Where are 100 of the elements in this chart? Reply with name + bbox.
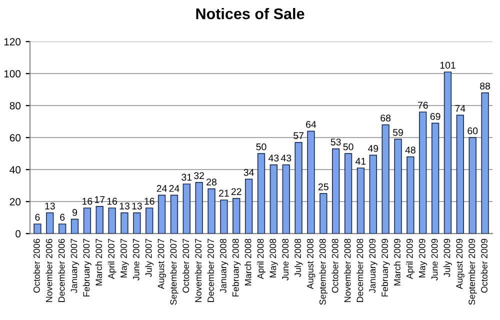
- bar: [344, 153, 352, 234]
- x-tick-label: September 2008: [319, 238, 328, 305]
- data-label: 76: [418, 102, 428, 109]
- data-label: 69: [430, 113, 440, 120]
- data-label: 50: [343, 143, 354, 150]
- data-label: 41: [356, 158, 366, 165]
- data-label: 88: [480, 82, 490, 90]
- y-tick-label: 60: [10, 134, 21, 142]
- data-label: 13: [45, 202, 55, 210]
- bar: [195, 182, 203, 234]
- bar: [208, 188, 216, 234]
- data-label: 32: [194, 172, 204, 180]
- bar: [481, 92, 489, 234]
- bar: [46, 212, 54, 234]
- data-label: 50: [256, 143, 266, 150]
- x-tick-label: October 2006: [33, 238, 40, 293]
- x-tick-label: October 2007: [182, 238, 190, 293]
- bar: [394, 138, 402, 234]
- bar: [419, 112, 427, 234]
- x-tick-label: October 2008: [332, 238, 338, 293]
- bar: [382, 124, 390, 234]
- x-tick-label: May 2007: [120, 238, 129, 278]
- y-tick-label: 120: [4, 38, 21, 46]
- x-tick-label: June 2008: [282, 238, 289, 280]
- bar: [431, 122, 440, 234]
- data-label: 21: [219, 190, 229, 197]
- x-tick-label: April 2009: [406, 238, 415, 280]
- x-tick-label: April 2008: [257, 238, 266, 280]
- bar: [257, 153, 266, 234]
- bar: [406, 156, 414, 234]
- bar: [294, 142, 302, 234]
- x-tick-label: March 2009: [394, 238, 400, 286]
- x-tick-label: July 2009: [444, 238, 452, 277]
- data-label: 13: [132, 202, 142, 210]
- data-label: 53: [330, 138, 341, 146]
- x-tick-label: February 2007: [82, 238, 92, 296]
- data-label: 34: [244, 169, 254, 176]
- x-tick-label: November 2008: [344, 238, 351, 302]
- x-tick-label: September 2007: [170, 238, 178, 305]
- x-tick-label: December 2007: [207, 238, 214, 302]
- bar: [332, 148, 340, 234]
- data-label: 6: [60, 214, 65, 221]
- data-label: 43: [268, 154, 279, 162]
- x-tick-label: September 2009: [468, 238, 477, 305]
- bar: [158, 194, 166, 234]
- x-tick-label: November 2006: [46, 238, 52, 302]
- x-tick-label: January 2008: [220, 238, 228, 294]
- data-label: 6: [35, 214, 40, 221]
- bar: [320, 193, 328, 234]
- x-tick-label: May 2008: [270, 238, 278, 278]
- bar: [70, 218, 79, 234]
- x-tick-label: August 2008: [307, 238, 316, 290]
- bar: [369, 154, 377, 234]
- data-label: 24: [156, 185, 167, 192]
- x-tick-label: February 2009: [381, 238, 390, 296]
- x-tick-label: August 2009: [456, 238, 464, 290]
- bar: [108, 208, 116, 234]
- x-tick-label: December 2006: [58, 238, 65, 302]
- bar: [83, 208, 92, 234]
- chart-title: Notices of Sale: [196, 8, 304, 20]
- bar: [133, 212, 141, 234]
- bar: [468, 137, 476, 234]
- x-tick-label: June 2007: [132, 238, 140, 280]
- data-label: 68: [380, 114, 391, 122]
- data-label: 48: [405, 146, 416, 154]
- data-label: 74: [455, 105, 466, 112]
- x-tick-label: March 2008: [244, 238, 252, 286]
- bar: [244, 178, 253, 234]
- data-label: 57: [294, 132, 304, 140]
- bar: [170, 194, 178, 234]
- x-tick-label: July 2008: [294, 238, 303, 277]
- data-label: 43: [280, 154, 292, 162]
- x-tick-label: January 2009: [369, 238, 378, 294]
- bar: [96, 206, 104, 234]
- x-tick-label: October 2009: [480, 238, 488, 293]
- bar: [34, 224, 42, 234]
- bar: [120, 212, 128, 234]
- data-label: 59: [392, 129, 403, 136]
- bar: [146, 208, 154, 234]
- x-tick-label: March 2007: [95, 238, 102, 286]
- bar: [444, 72, 452, 234]
- y-tick-label: 100: [4, 70, 21, 78]
- data-label: 28: [206, 178, 217, 186]
- data-label: 49: [368, 145, 378, 152]
- bar: [270, 164, 278, 234]
- x-tick-label: May 2009: [418, 238, 428, 278]
- data-label: 64: [306, 121, 316, 128]
- data-label: 101: [440, 62, 456, 69]
- data-label: 17: [94, 196, 105, 203]
- bar: [456, 114, 464, 234]
- data-label: 24: [169, 185, 180, 192]
- y-tick-label: 20: [10, 198, 21, 206]
- x-tick-label: December 2008: [356, 238, 364, 302]
- data-label: 60: [468, 127, 478, 134]
- data-label: 13: [120, 202, 130, 210]
- data-label: 31: [182, 174, 192, 181]
- x-tick-label: August 2007: [158, 238, 166, 290]
- data-label: 25: [318, 183, 328, 190]
- bar: [282, 164, 290, 234]
- x-tick-label: July 2007: [145, 238, 154, 277]
